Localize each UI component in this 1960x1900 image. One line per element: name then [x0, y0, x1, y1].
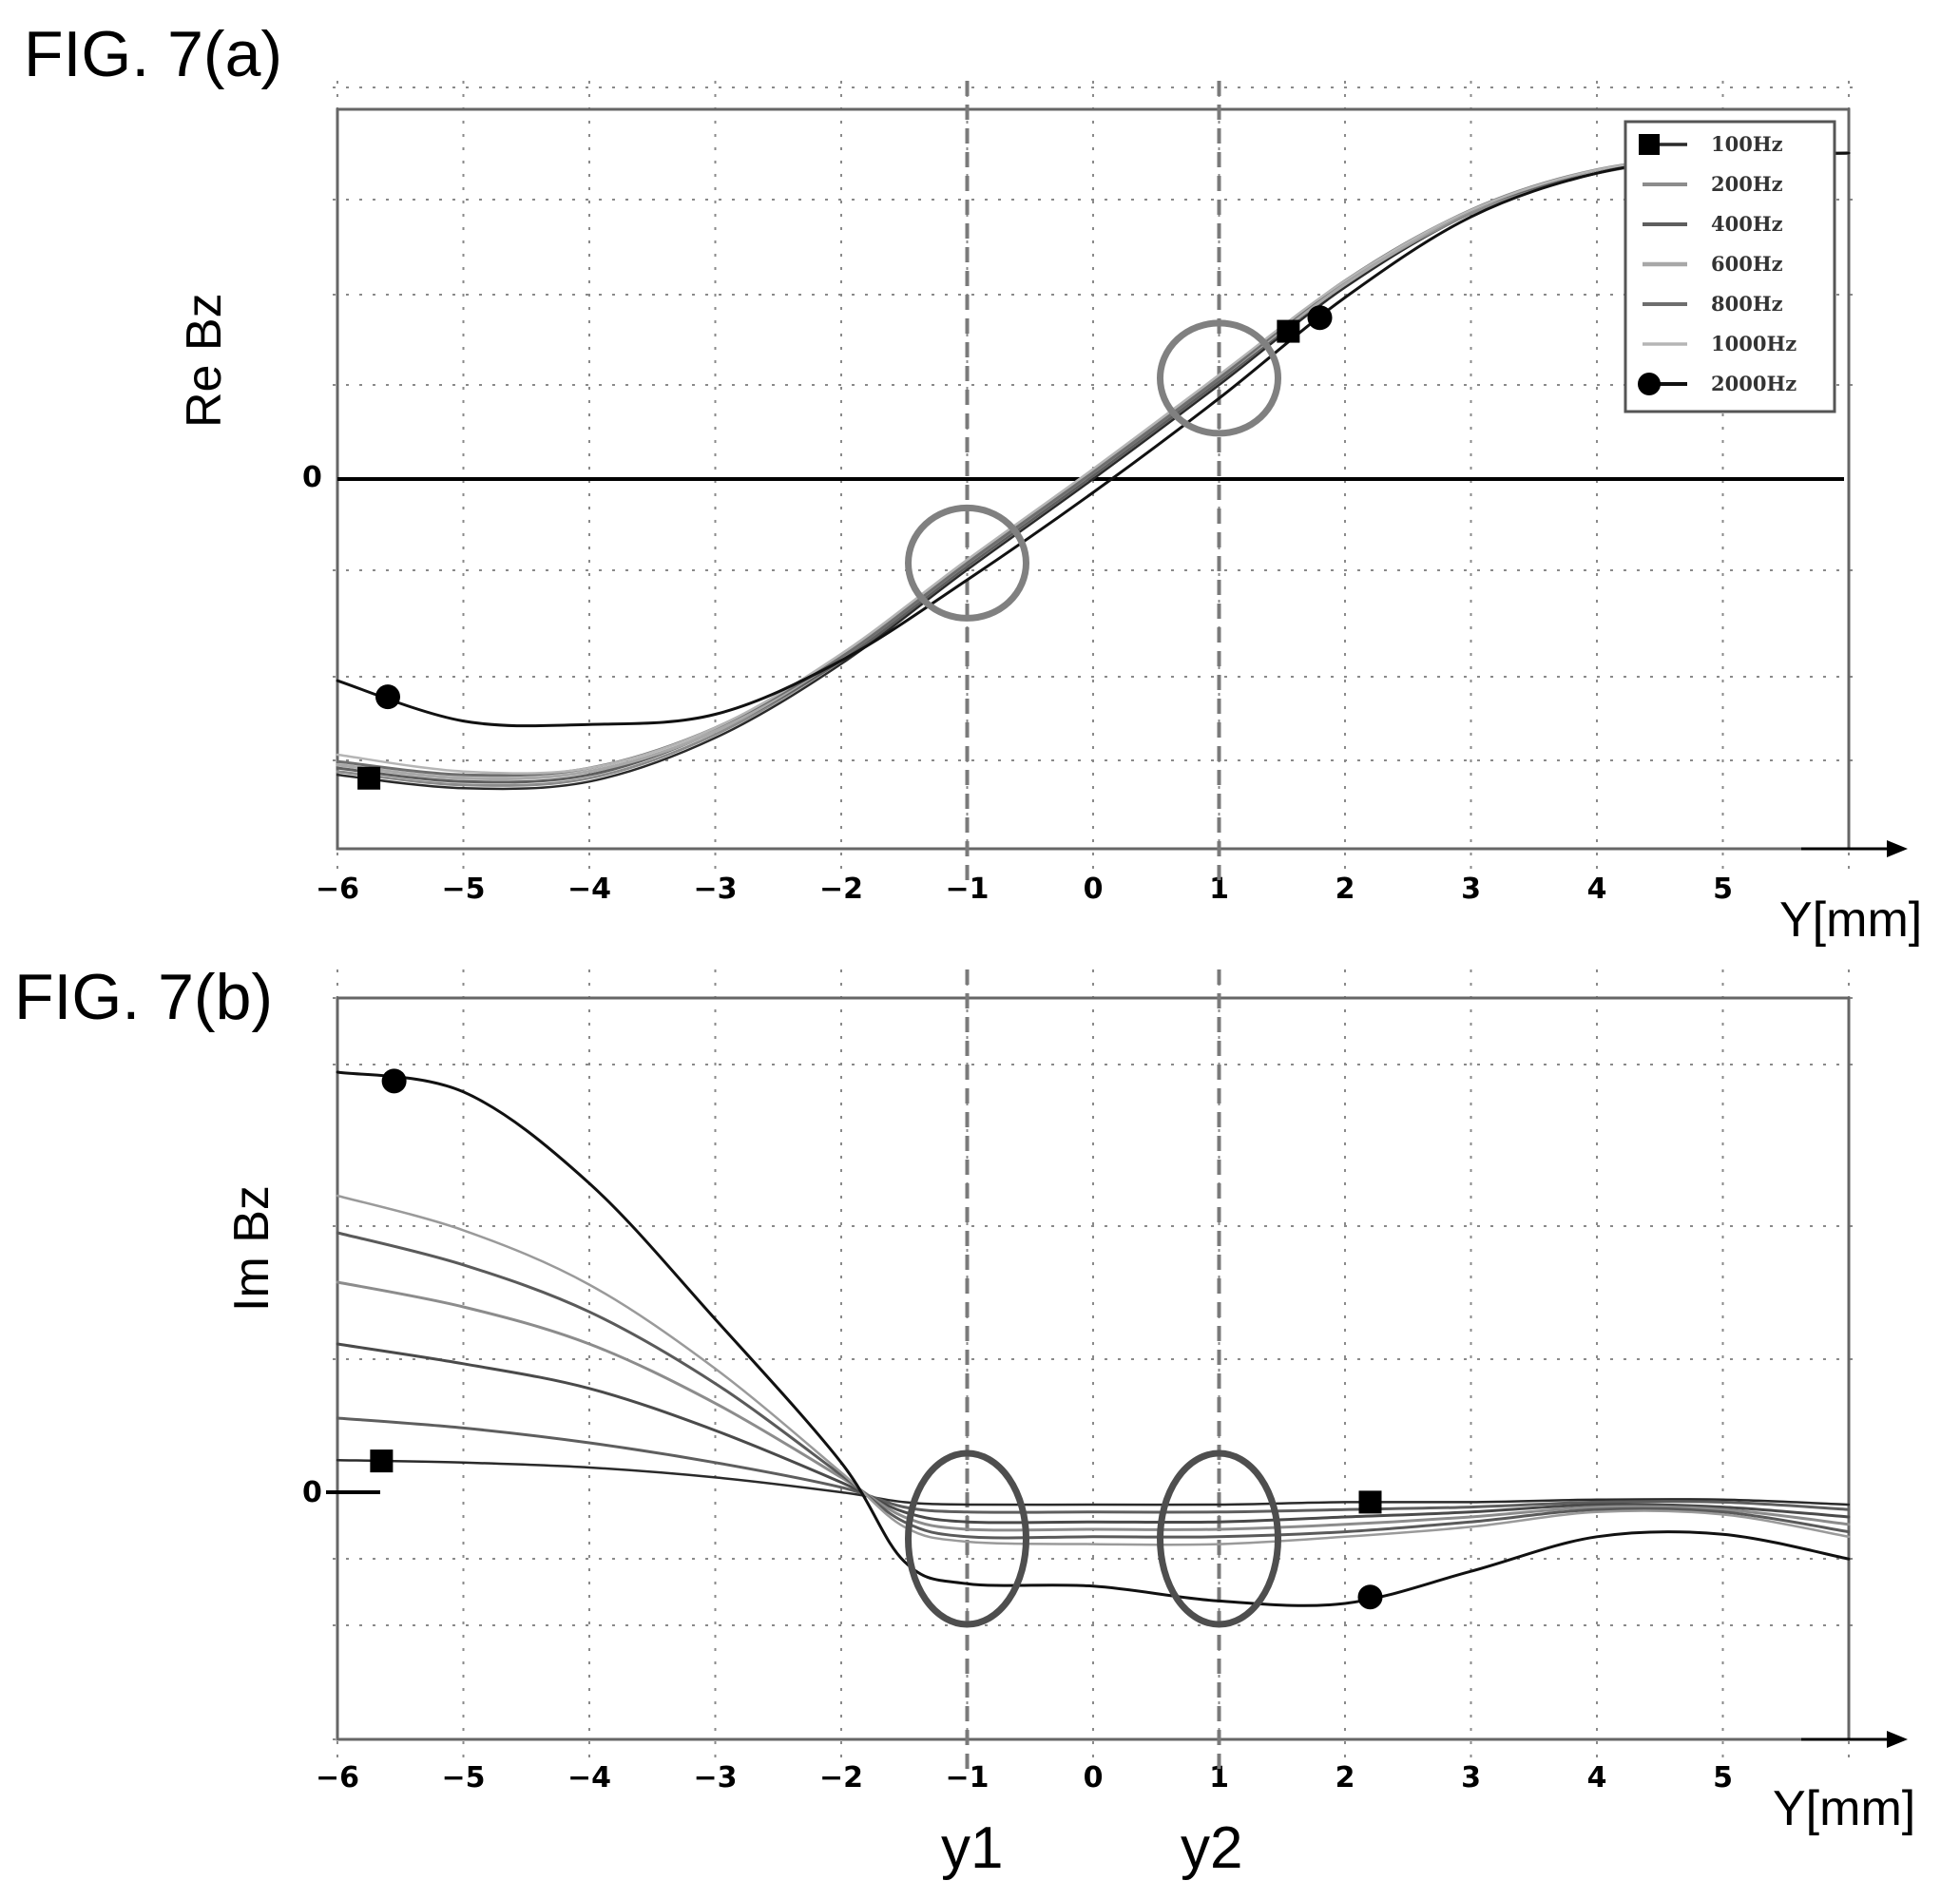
series-line-2000hz	[336, 1070, 1851, 1607]
figure-b-title: FIG. 7(b)	[14, 961, 273, 1033]
series-line-1000hz	[336, 1194, 1851, 1546]
x-tick-label: 5	[1713, 1761, 1733, 1794]
figure-b-xlabel: Y[mm]	[1773, 1781, 1915, 1836]
x-tick-label: −6	[316, 1761, 359, 1794]
series-line-100hz	[336, 1458, 1851, 1507]
series-marker-square	[370, 1449, 394, 1473]
legend-label-800hz: 800Hz	[1711, 292, 1783, 316]
legend-marker-square	[1639, 134, 1660, 155]
legend-label-2000hz: 2000Hz	[1711, 372, 1797, 395]
plot-re-bz: −6 −5 −4 −3 −2 −1 0 1 2 3 4 5100Hz200Hz400Hz600Hz80…	[316, 81, 1908, 906]
series-line-600hz	[336, 151, 1851, 781]
x-tick-label: 2	[1335, 1761, 1355, 1794]
x-axis-arrowhead	[1887, 840, 1908, 857]
x-tick-label: 4	[1587, 1761, 1607, 1794]
marker-label-y1: y1	[941, 1815, 1003, 1881]
figure-a-xlabel: Y[mm]	[1779, 892, 1922, 948]
series-marker-square	[1277, 319, 1300, 343]
figure-a-zero-label: 0	[302, 461, 322, 494]
legend-label-400hz: 400Hz	[1711, 212, 1783, 236]
figure-a-ylabel: Re Bz	[177, 293, 232, 428]
series-marker-circle	[1307, 305, 1333, 331]
x-tick-label: 0	[1084, 873, 1104, 906]
figure-b-ylabel: Im Bz	[224, 1185, 279, 1312]
legend-label-600hz: 600Hz	[1711, 252, 1783, 276]
x-tick-label: 2	[1335, 873, 1355, 906]
x-tick-label: −4	[567, 1761, 611, 1794]
x-tick-label: −2	[819, 873, 863, 906]
x-tick-label: 1	[1209, 873, 1229, 906]
plot-im-bz: −6 −5 −4 −3 −2 −1 0 1 2 3 4 5	[316, 969, 1908, 1794]
highlight-ring	[905, 1449, 1029, 1628]
series-marker-circle	[1357, 1584, 1383, 1610]
series-line-200hz	[336, 1416, 1851, 1514]
series-line-2000hz	[336, 151, 1851, 728]
series-marker-square	[357, 766, 381, 790]
x-tick-label: −5	[441, 873, 485, 906]
x-tick-label: −3	[693, 1761, 737, 1794]
series-marker-circle	[375, 684, 400, 710]
series-line-800hz	[336, 1231, 1851, 1540]
marker-label-y2: y2	[1181, 1815, 1242, 1881]
x-tick-label: 4	[1587, 873, 1607, 906]
series-marker-square	[1358, 1490, 1382, 1514]
x-tick-label: −6	[316, 873, 359, 906]
plot-frame	[336, 996, 1851, 1741]
series-line-1000hz	[336, 151, 1851, 775]
figure-a-title: FIG. 7(a)	[24, 18, 282, 90]
x-tick-label: −3	[693, 873, 737, 906]
highlight-ring	[1157, 1449, 1281, 1628]
series-line-400hz	[336, 1342, 1851, 1525]
series-marker-circle	[381, 1068, 407, 1094]
x-tick-label: 3	[1461, 1761, 1481, 1794]
legend-label-1000hz: 1000Hz	[1711, 332, 1797, 355]
x-tick-label: 0	[1084, 1761, 1104, 1794]
x-tick-label: −5	[441, 1761, 485, 1794]
x-tick-label: 5	[1713, 873, 1733, 906]
legend-box	[1624, 120, 1836, 413]
x-tick-label: 1	[1209, 1761, 1229, 1794]
series-line-600hz	[336, 1280, 1851, 1532]
highlight-ring	[905, 504, 1029, 622]
figure-b-zero-label: 0	[302, 1476, 322, 1509]
legend-label-100hz: 100Hz	[1711, 132, 1783, 156]
x-tick-label: −2	[819, 1761, 863, 1794]
highlight-ring	[1157, 319, 1281, 437]
x-tick-label: −4	[567, 873, 611, 906]
legend-marker-circle	[1638, 373, 1661, 395]
legend-label-200hz: 200Hz	[1711, 172, 1783, 196]
x-axis-arrowhead	[1887, 1731, 1908, 1748]
x-tick-label: 3	[1461, 873, 1481, 906]
